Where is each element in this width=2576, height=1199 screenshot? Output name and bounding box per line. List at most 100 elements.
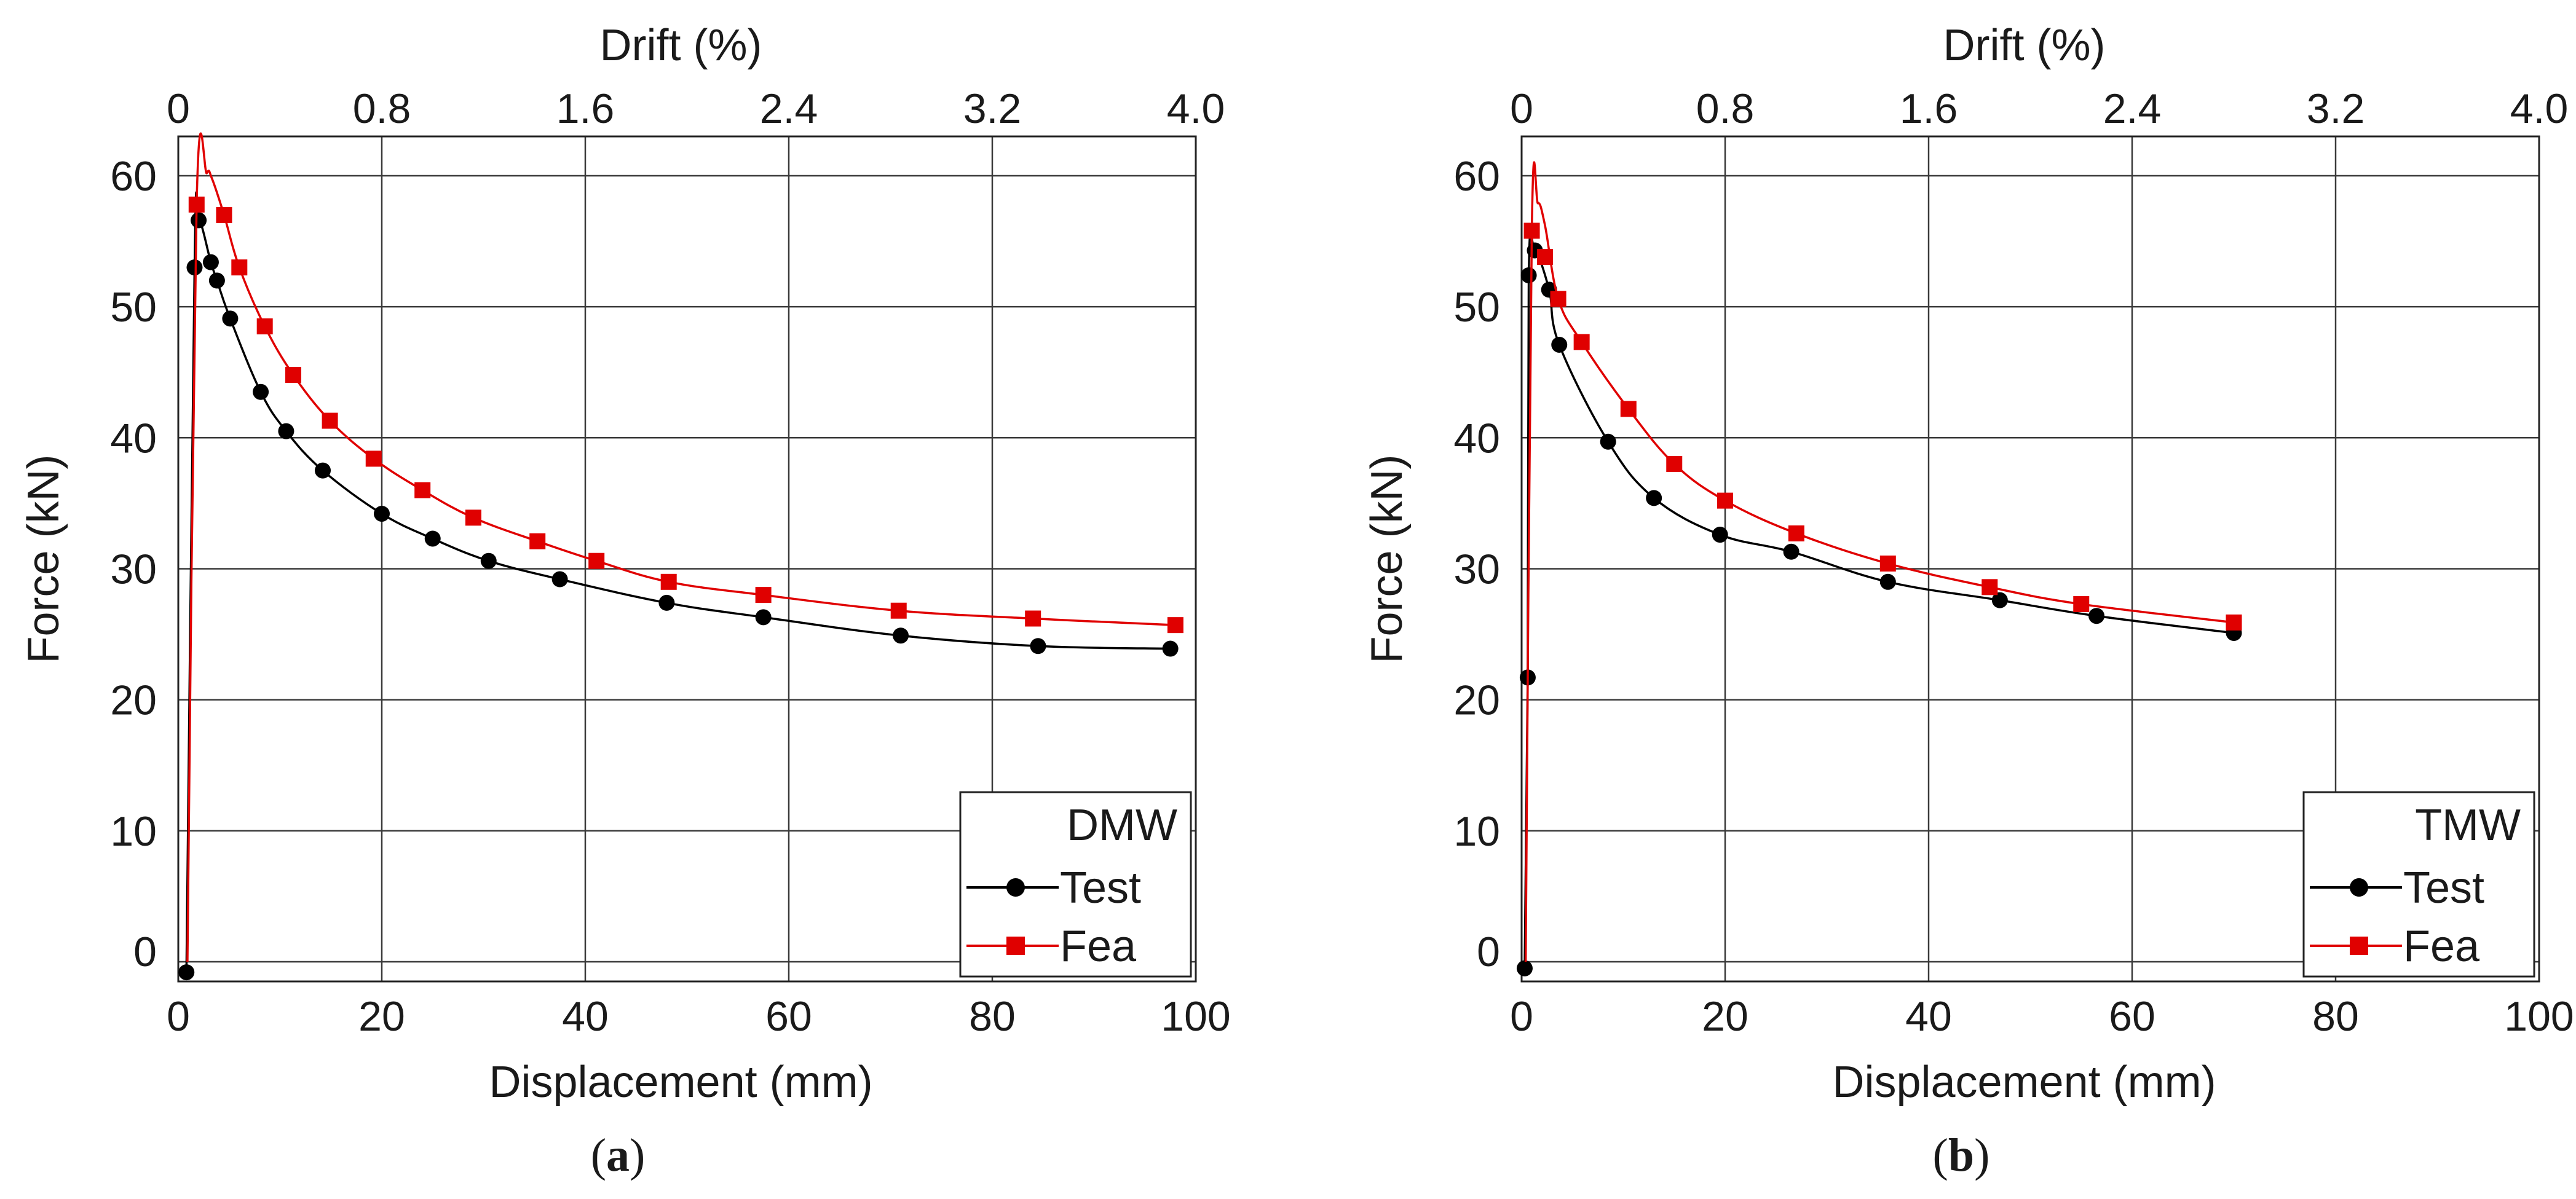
- data-point-fea: [1537, 249, 1554, 265]
- x-tick-label: 100: [1161, 993, 1230, 1040]
- data-point-test: [1030, 638, 1046, 655]
- data-point-test: [755, 609, 772, 626]
- data-point-fea: [1573, 334, 1590, 350]
- data-point-test: [1991, 592, 2008, 608]
- data-point-fea: [1981, 579, 1998, 596]
- x-tick-label: 60: [765, 993, 812, 1040]
- data-point-fea: [660, 573, 677, 590]
- y-tick-label: 20: [1453, 677, 1500, 724]
- data-point-test: [1600, 433, 1616, 450]
- x-tick-label: 40: [562, 993, 609, 1040]
- series-line-fea: [1524, 161, 2234, 962]
- data-point-fea: [529, 533, 546, 549]
- legend: DMW Test Fea: [959, 791, 1192, 978]
- data-point-test: [1162, 640, 1179, 657]
- data-point-test: [480, 552, 497, 569]
- legend-marker-fea: [1006, 937, 1025, 955]
- top-tick-label: 4.0: [1167, 85, 1225, 132]
- data-point-test: [222, 310, 239, 327]
- data-point-fea: [1550, 291, 1567, 307]
- top-tick-label: 2.4: [2103, 85, 2162, 132]
- y-tick-label: 30: [110, 546, 157, 592]
- y-tick-label: 60: [110, 153, 157, 200]
- series-fea: [1523, 161, 2242, 962]
- legend-title: DMW: [1067, 801, 1177, 850]
- top-tick-label: 0: [167, 85, 190, 132]
- data-point-fea: [1167, 617, 1183, 634]
- data-point-fea: [256, 318, 273, 335]
- data-point-test: [278, 423, 294, 439]
- data-point-test: [424, 530, 441, 547]
- y-tick-label: 50: [1453, 284, 1500, 331]
- top-tick-label: 0.8: [1696, 85, 1755, 132]
- data-point-fea: [588, 552, 605, 569]
- top-axis-title: Drift (%): [600, 21, 762, 70]
- legend-label-test: Test: [1060, 863, 1141, 913]
- y-tick-label: 0: [133, 929, 157, 975]
- x-tick-label: 0: [1510, 993, 1533, 1040]
- x-tick-label: 80: [2312, 993, 2359, 1040]
- plot-frame: [1520, 135, 2540, 983]
- x-tick-label: 20: [358, 993, 405, 1040]
- data-point-fea: [216, 206, 232, 223]
- data-point-fea: [2073, 596, 2090, 613]
- data-point-fea: [188, 196, 205, 213]
- data-point-fea: [890, 602, 907, 619]
- legend-label-fea: Fea: [1060, 922, 1137, 971]
- y-axis-title: Force (kN): [1362, 455, 1412, 664]
- y-tick-label: 20: [110, 677, 157, 724]
- data-point-fea: [365, 450, 382, 467]
- data-point-fea: [1666, 455, 1683, 472]
- y-tick-label: 30: [1453, 546, 1500, 592]
- data-point-fea: [285, 366, 302, 383]
- caption-close-paren: ): [630, 1130, 645, 1181]
- data-point-test: [186, 259, 203, 276]
- x-tick-label: 100: [2504, 993, 2574, 1040]
- caption-open-paren: (: [1933, 1130, 1948, 1181]
- series-test: [1516, 231, 2242, 977]
- series-line-test: [1523, 231, 2234, 969]
- data-point-test: [551, 571, 568, 588]
- y-tick-label: 10: [110, 808, 157, 855]
- data-point-fea: [1523, 222, 1540, 239]
- data-point-test: [1712, 527, 1728, 543]
- data-point-fea: [1025, 610, 1041, 627]
- y-tick-label: 50: [110, 284, 157, 331]
- data-point-test: [374, 505, 390, 522]
- data-point-test: [893, 627, 909, 644]
- data-point-test: [253, 383, 269, 400]
- data-point-fea: [465, 509, 481, 526]
- data-point-test: [208, 272, 225, 289]
- x-axis-title: Displacement (mm): [489, 1058, 872, 1107]
- panel-caption: (b): [1933, 1130, 1990, 1181]
- caption-close-paren: ): [1974, 1130, 1989, 1181]
- data-point-fea: [1879, 555, 1896, 572]
- y-tick-label: 40: [1453, 415, 1500, 462]
- top-tick-label: 0: [1510, 85, 1533, 132]
- x-tick-label: 40: [1905, 993, 1952, 1040]
- grid: [178, 136, 1196, 981]
- data-point-fea: [414, 482, 431, 498]
- data-point-test: [1516, 960, 1533, 977]
- data-point-test: [1783, 543, 1800, 560]
- data-point-fea: [322, 412, 338, 429]
- data-point-test: [178, 964, 195, 981]
- data-point-test: [315, 462, 331, 479]
- legend-title: TMW: [2415, 801, 2521, 850]
- chart-panel-a: 0 20 40 60 80 100 0 0.8 1.6 2.4 3.2 4.0 0 10 20 30 40 50 6…: [19, 21, 1231, 1181]
- y-axis-title: Force (kN): [19, 455, 68, 664]
- legend-marker-fea: [2350, 937, 2368, 955]
- data-point-fea: [755, 587, 772, 603]
- top-tick-label: 3.2: [2307, 85, 2365, 132]
- y-tick-label: 40: [110, 415, 157, 462]
- legend-marker-test: [1006, 878, 1025, 897]
- x-tick-label: 20: [1702, 993, 1748, 1040]
- data-point-fea: [231, 259, 248, 276]
- series-group: [1516, 161, 2242, 977]
- legend-label-test: Test: [2403, 863, 2484, 913]
- x-tick-label: 60: [2109, 993, 2155, 1040]
- legend-label-fea: Fea: [2403, 922, 2480, 971]
- panel-caption: (a): [591, 1130, 646, 1181]
- series-group: [178, 132, 1183, 981]
